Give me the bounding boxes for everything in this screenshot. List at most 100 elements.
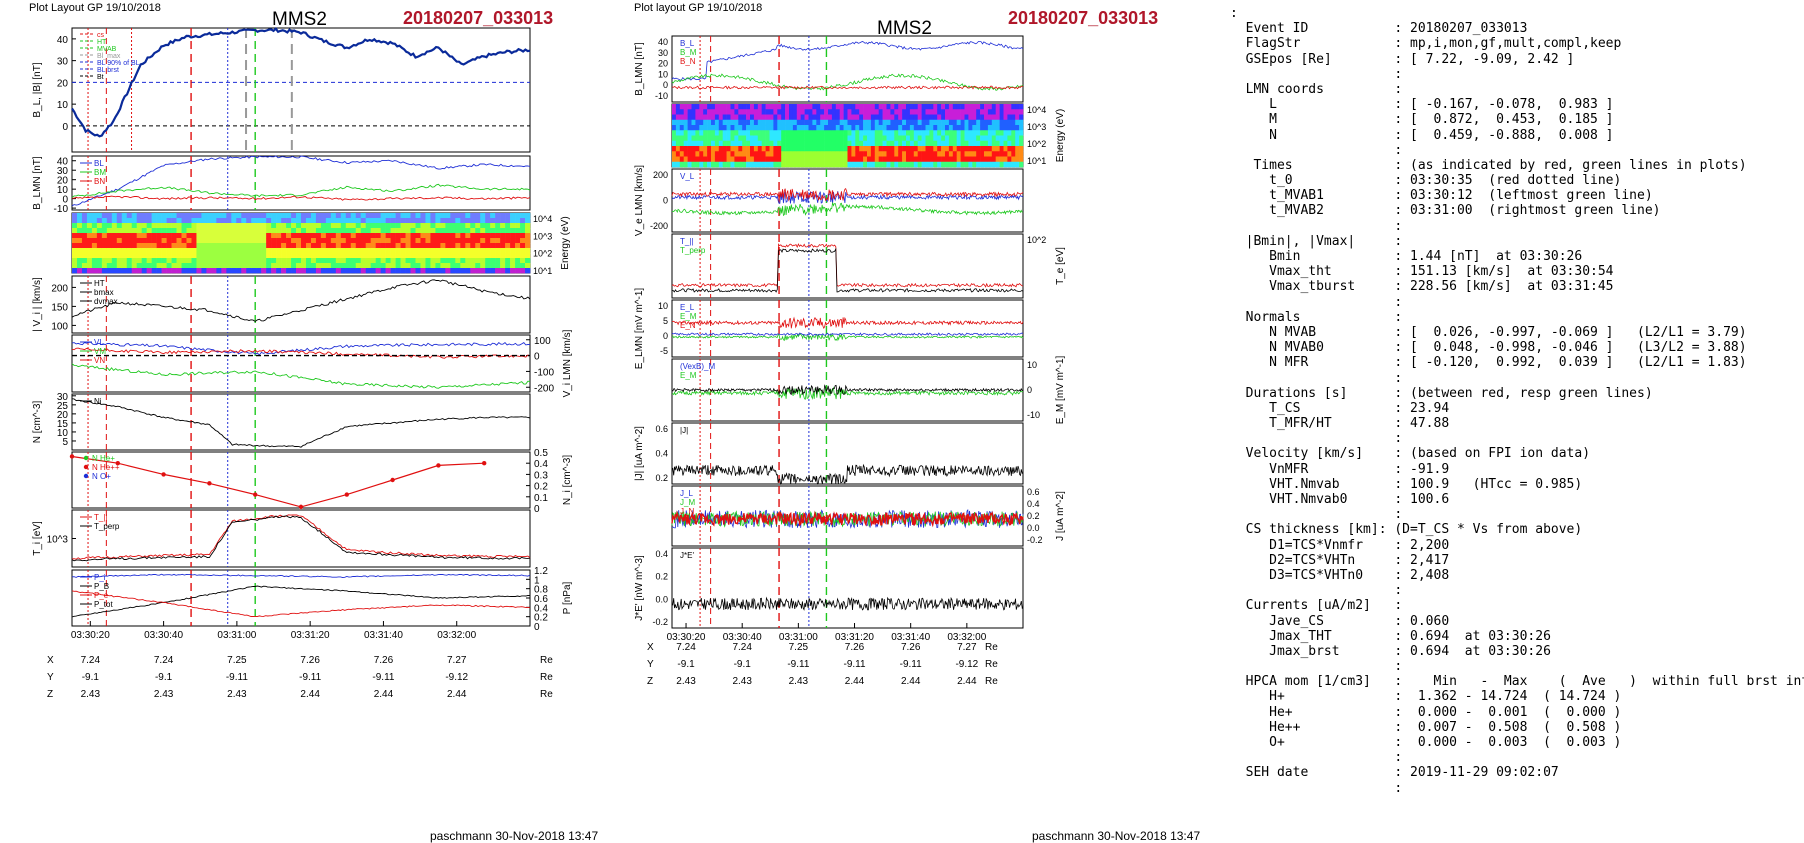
- position-unit: Re: [540, 672, 553, 683]
- y-tick-label: 10: [57, 185, 69, 196]
- spectrogram-cell: [470, 223, 476, 229]
- spectrogram-cell: [687, 146, 692, 152]
- spectrogram-cell: [430, 258, 436, 264]
- spectrogram-cell: [804, 146, 809, 152]
- spectrogram-cell: [683, 104, 688, 110]
- spectrogram-cell: [761, 109, 766, 115]
- spectrogram-cell: [991, 125, 996, 131]
- spectrogram-cell: [921, 156, 926, 163]
- spectrogram-cell: [271, 243, 277, 249]
- spectrogram-cell: [757, 140, 762, 147]
- spectrogram-cell: [380, 218, 386, 224]
- spectrogram-cell: [380, 268, 386, 274]
- spectrogram-cell: [1019, 140, 1024, 147]
- spectrogram-cell: [707, 146, 712, 152]
- spectrogram-cell: [305, 268, 312, 274]
- spectrogram-cell: [991, 104, 996, 110]
- spectrogram-cell: [390, 258, 396, 264]
- spectrogram-cell: [1007, 119, 1012, 126]
- spectrogram-cell: [226, 228, 232, 234]
- spectrogram-cell: [714, 119, 720, 126]
- spectrogram-cell: [902, 161, 907, 168]
- spectrogram-cell: [703, 119, 708, 126]
- spectrogram-cell: [777, 104, 782, 110]
- spectrogram-cell: [909, 151, 915, 157]
- spectrogram-cell: [964, 156, 969, 163]
- spectrogram-cell: [777, 156, 782, 163]
- spectrogram-cell: [999, 104, 1004, 110]
- spectrogram-cell: [703, 114, 708, 121]
- spectrogram-cell: [355, 218, 362, 224]
- spectrogram-cell: [711, 104, 716, 110]
- spectrogram-cell: [191, 253, 197, 259]
- spectrogram-cell: [972, 146, 977, 152]
- spectrogram-cell: [917, 109, 922, 115]
- spectrogram-cell: [980, 140, 985, 147]
- spectrogram-cell: [777, 114, 782, 121]
- spectrogram-cell: [792, 140, 798, 147]
- spectrogram-cell: [191, 233, 197, 239]
- spectrogram-cell: [395, 218, 401, 224]
- spectrogram-cell: [136, 258, 142, 264]
- spectrogram-cell: [91, 228, 98, 234]
- y-tick-label: 10: [57, 428, 69, 439]
- spectrogram-cell: [687, 135, 692, 142]
- spectrogram-cell: [1011, 130, 1016, 136]
- spectrogram-cell: [1019, 161, 1024, 168]
- spectrogram-cell: [455, 248, 461, 254]
- spectrogram-cell: [281, 243, 287, 249]
- spectrogram-cell: [835, 104, 840, 110]
- spectrogram-cell: [945, 151, 950, 157]
- spectrogram-cell: [101, 233, 108, 239]
- spectrogram-cell: [691, 135, 696, 142]
- spectrogram-cell: [101, 213, 108, 219]
- spectrogram-cell: [765, 104, 770, 110]
- spectrogram-cell: [839, 156, 844, 163]
- spectrogram-cell: [171, 248, 177, 254]
- spectrogram-cell: [251, 233, 257, 239]
- spectrogram-cell: [226, 223, 232, 229]
- spectrogram-cell: [960, 119, 965, 126]
- spectrogram-cell: [956, 104, 961, 110]
- spectrogram-cell: [146, 218, 152, 224]
- spectrogram-cell: [116, 243, 123, 249]
- spectrogram-cell: [186, 218, 192, 224]
- data-point: [69, 454, 75, 459]
- spectrogram-cell: [831, 156, 837, 163]
- spectrogram-cell: [781, 109, 786, 115]
- spectrogram-cell: [201, 238, 207, 244]
- spectrogram-cell: [296, 258, 302, 264]
- spectrogram-cell: [395, 258, 401, 264]
- spectrogram-cell: [835, 130, 840, 136]
- spectrogram-cell: [839, 104, 844, 110]
- spectrogram-cell: [874, 146, 879, 152]
- spectrogram-cell: [525, 268, 531, 274]
- spectrogram-cell: [400, 268, 406, 274]
- spectrogram-cell: [820, 109, 825, 115]
- spectrogram-cell: [475, 223, 481, 229]
- spectrogram-cell: [812, 135, 817, 142]
- spectrogram-cell: [350, 263, 357, 269]
- spectrogram-cell: [291, 248, 297, 254]
- spectrogram-cell: [211, 213, 217, 219]
- spectrogram-cell: [350, 213, 357, 219]
- spectrogram-cell: [726, 135, 731, 142]
- spectrogram-cell: [375, 243, 381, 249]
- spectrogram-cell: [839, 151, 844, 157]
- spectrogram-cell: [236, 223, 242, 229]
- spectrogram-cell: [106, 263, 113, 269]
- spectrogram-cell: [1003, 151, 1008, 157]
- spectrogram-cell: [816, 119, 821, 126]
- spectrogram-cell: [76, 263, 83, 269]
- spectrogram-cell: [325, 223, 332, 229]
- spectrogram-cell: [972, 104, 977, 110]
- spectrogram-cell: [350, 228, 357, 234]
- spectrogram-cell: [812, 114, 817, 121]
- spectrogram-cell: [1003, 140, 1008, 147]
- spectrogram-cell: [176, 268, 182, 274]
- spectrogram-cell: [475, 243, 481, 249]
- legend-label: N He+: [92, 454, 115, 463]
- info-line: N MFR : [ -0.120, 0.992, 0.039 ] (L2/L1 …: [1230, 355, 1747, 371]
- spectrogram-cell: [81, 218, 88, 224]
- spectrogram-cell: [480, 213, 486, 219]
